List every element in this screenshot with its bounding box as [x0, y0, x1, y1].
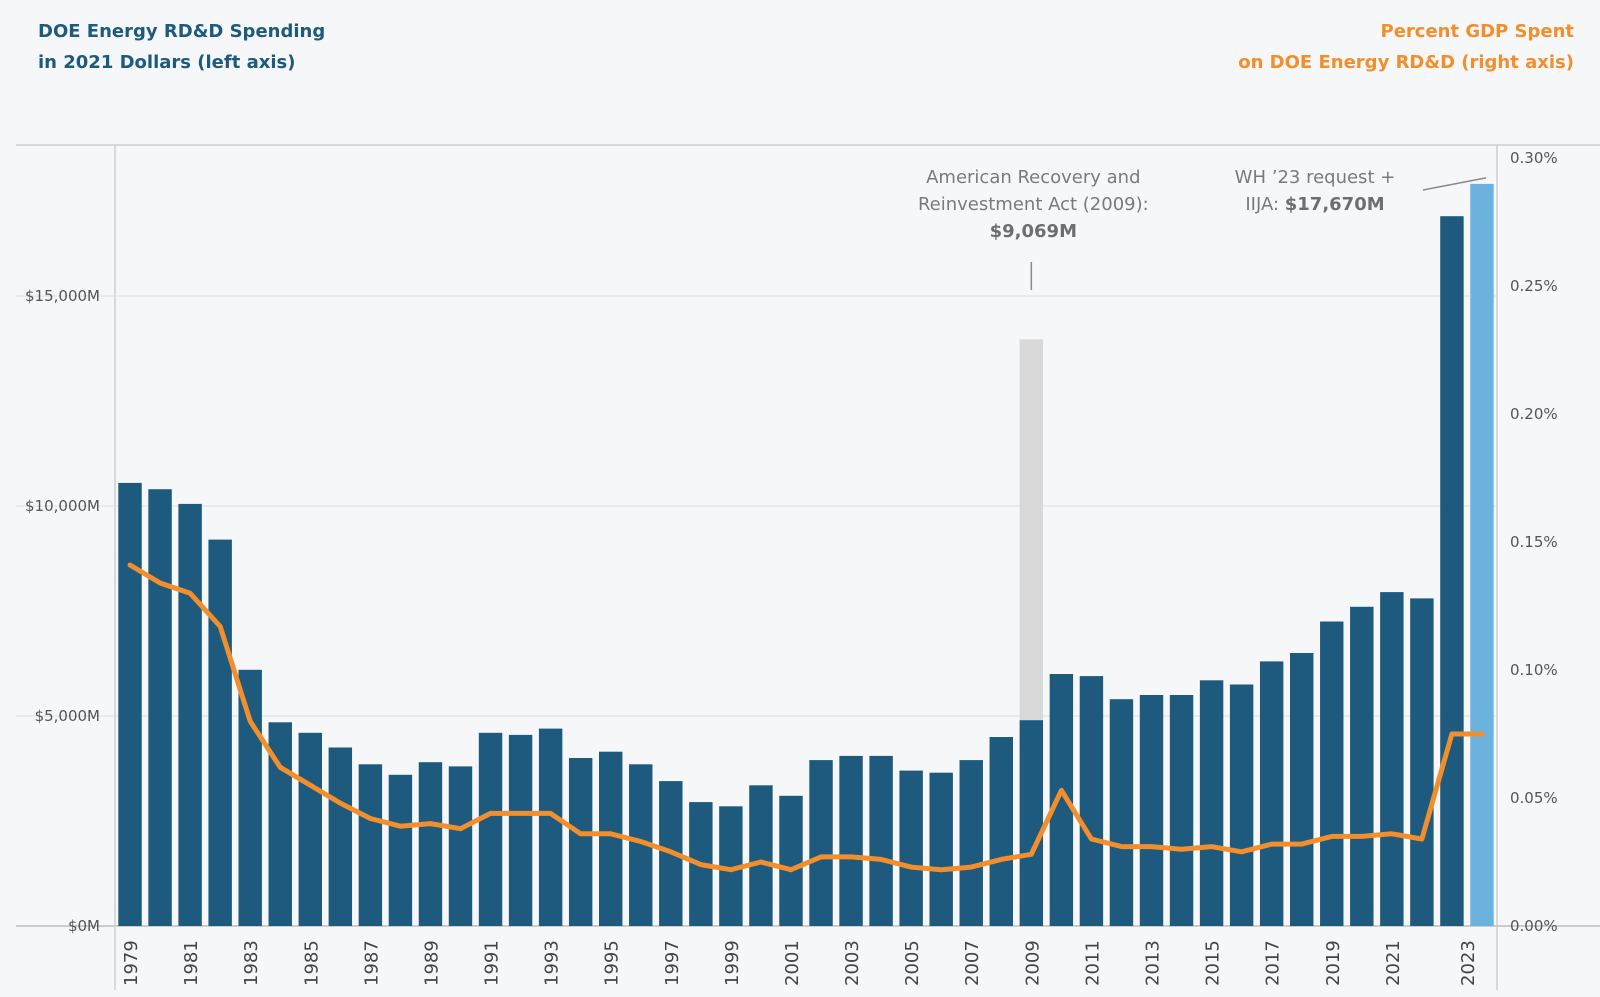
x-tick-label: 1987: [361, 940, 382, 986]
arra-annotation-line: American Recovery and: [926, 167, 1140, 188]
right-axis-title-line-2: on DOE Energy RD&D (right axis): [1238, 52, 1574, 73]
bar-1988: [388, 774, 413, 926]
x-tick-label: 1999: [722, 940, 743, 986]
bar-1995: [599, 751, 623, 926]
x-tick-label: 2013: [1143, 940, 1164, 986]
bar-2018: [1290, 653, 1314, 926]
wh-annotation-value: $17,670M: [1285, 194, 1385, 215]
bar-1993: [538, 728, 563, 926]
bar-arra-2009: [1019, 339, 1044, 721]
bar-1979: [118, 482, 142, 926]
x-tick-label: 2011: [1082, 940, 1103, 986]
y-right-tick-label: 0.30%: [1510, 149, 1558, 167]
bar-2017: [1259, 661, 1284, 926]
y-left-tick-label: $5,000M: [35, 707, 100, 725]
x-tick-label: 2003: [842, 940, 863, 986]
x-tick-label: 1997: [662, 940, 683, 986]
bar-1985: [298, 732, 322, 926]
bar-1980: [148, 489, 172, 926]
bar-2003: [839, 755, 863, 926]
x-tick-label: 2023: [1458, 940, 1479, 986]
y-right-tick-label: 0.15%: [1510, 533, 1558, 551]
y-right-tick-label: 0.25%: [1510, 277, 1558, 295]
bar-2002: [809, 760, 833, 926]
bar-2007: [959, 760, 983, 926]
x-tick-label: 1985: [301, 940, 322, 986]
bar-2012: [1109, 699, 1134, 926]
bar-2013: [1139, 695, 1164, 926]
y-left-tick-label: $0M: [68, 917, 100, 935]
arra-annotation-line: Reinvestment Act (2009):: [918, 194, 1149, 215]
x-tick-label: 1989: [421, 940, 442, 986]
left-axis-title-line-2: in 2021 Dollars (left axis): [38, 52, 296, 73]
bar-1986: [328, 747, 353, 926]
bar-2023-request: [1470, 183, 1494, 927]
bar-1990: [448, 766, 473, 926]
bar-2000: [749, 785, 773, 926]
x-tick-label: 1981: [181, 940, 202, 986]
y-left-tick-label: $10,000M: [25, 497, 100, 515]
y-left-tick-label: $15,000M: [25, 287, 100, 305]
bar-2006: [929, 772, 953, 926]
bar-1999: [719, 806, 743, 926]
x-tick-label: 1983: [241, 940, 262, 986]
arra-annotation-value: $9,069M: [990, 221, 1077, 242]
bar-2011: [1079, 676, 1104, 926]
bar-2005: [899, 770, 923, 926]
bar-2021: [1380, 592, 1404, 926]
bar-1987: [358, 764, 383, 926]
y-right-tick-label: 0.10%: [1510, 661, 1558, 679]
left-axis-title: DOE Energy RD&D Spending in 2021 Dollars…: [38, 16, 325, 78]
bar-1981: [178, 503, 202, 926]
bar-2009: [1019, 720, 1044, 926]
bar-2019: [1320, 621, 1344, 926]
bar-2020: [1350, 606, 1374, 926]
bar-2016: [1229, 684, 1254, 926]
x-tick-label: 2001: [782, 940, 803, 986]
bar-1992: [508, 734, 533, 926]
bar-1989: [418, 762, 443, 926]
x-tick-label: 2015: [1203, 940, 1224, 986]
bar-2008: [989, 737, 1013, 926]
bar-1991: [478, 732, 503, 926]
bar-2022: [1410, 598, 1434, 926]
bar-1983: [238, 669, 262, 926]
x-tick-label: 2007: [962, 940, 983, 986]
y-right-tick-label: 0.20%: [1510, 405, 1558, 423]
wh-annotation-connector: [1422, 177, 1487, 191]
bar-2010: [1049, 674, 1074, 926]
x-tick-label: 1991: [482, 940, 503, 986]
x-tick-label: 2019: [1323, 940, 1344, 986]
x-tick-label: 2017: [1263, 940, 1284, 986]
right-axis-title: Percent GDP Spent on DOE Energy RD&D (ri…: [1238, 16, 1574, 78]
bar-2023: [1440, 216, 1464, 926]
x-tick-label: 2005: [902, 940, 923, 986]
x-tick-label: 2021: [1383, 940, 1404, 986]
y-right-tick-label: 0.05%: [1510, 789, 1558, 807]
x-tick-label: 1993: [542, 940, 563, 986]
bar-2004: [869, 755, 893, 926]
left-axis-title-line-1: DOE Energy RD&D Spending: [38, 21, 326, 42]
x-tick-label: 1979: [121, 940, 142, 986]
x-tick-label: 1995: [602, 940, 623, 986]
bar-1994: [568, 758, 593, 926]
gdp-percent-line: [127, 562, 1485, 873]
bar-2015: [1199, 680, 1224, 926]
bar-1982: [208, 539, 232, 926]
bar-1996: [629, 764, 653, 926]
bar-2014: [1169, 695, 1194, 926]
wh-annotation-line-2: IIJA: $17,670M: [1245, 194, 1384, 215]
wh-annotation-line-1: WH ’23 request +: [1235, 167, 1396, 188]
right-axis-title-line-1: Percent GDP Spent: [1380, 21, 1575, 42]
bar-2001: [779, 795, 803, 926]
wh-annotation-prefix: IIJA:: [1245, 194, 1284, 215]
x-tick-label: 2009: [1022, 940, 1043, 986]
y-right-tick-label: 0.00%: [1510, 917, 1558, 935]
